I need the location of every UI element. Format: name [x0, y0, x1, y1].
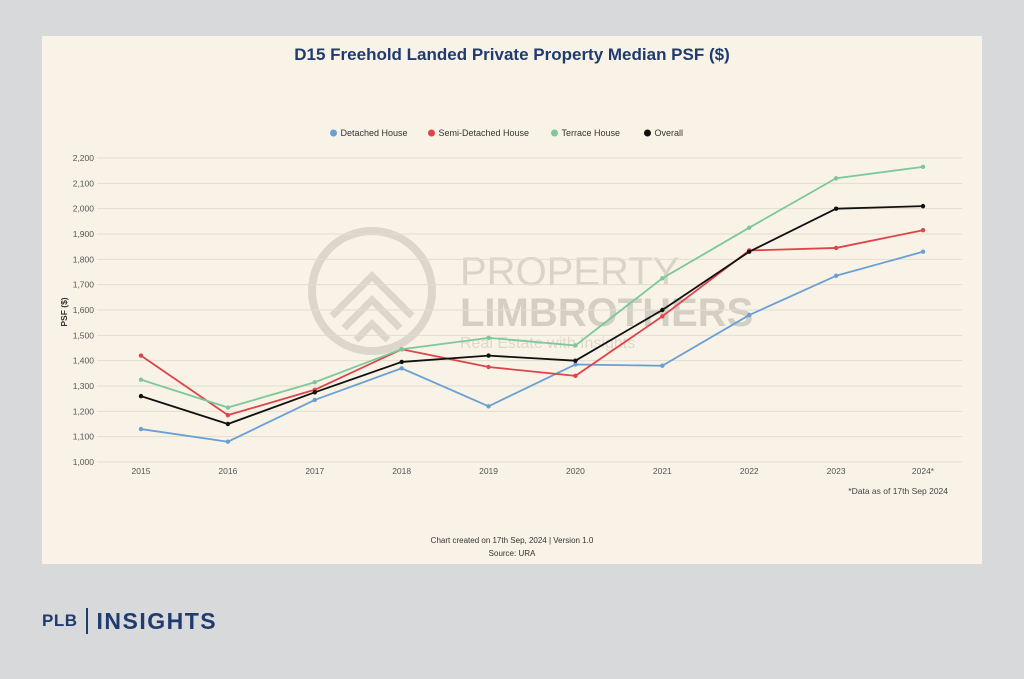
data-point	[486, 353, 491, 358]
data-point	[833, 176, 839, 181]
data-point	[225, 405, 231, 410]
y-tick-label: 1,400	[73, 356, 95, 366]
watermark-roof-icon	[329, 271, 415, 343]
data-point	[225, 412, 231, 418]
watermark-logo-icon	[308, 227, 436, 355]
data-point	[573, 343, 578, 348]
data-point	[312, 390, 317, 395]
data-point	[920, 203, 926, 209]
brand-right: INSIGHTS	[96, 607, 218, 634]
y-tick-label: 1,900	[73, 229, 95, 239]
series-line	[140, 250, 924, 443]
data-point	[138, 426, 144, 432]
x-tick-label: 2019	[479, 466, 498, 476]
chart-canvas: PROPERTY LIMBROTHERS Real Estate with In…	[59, 45, 962, 558]
data-point	[225, 421, 231, 427]
data-point	[833, 273, 839, 278]
x-tick-label: 2017	[305, 466, 324, 476]
x-tick-label: 2021	[653, 466, 672, 476]
y-axis-ticks: 1,000 1,100 1,200 1,300 1,400 1,500 1,600 1,700…	[73, 153, 95, 467]
data-point	[138, 393, 144, 399]
y-tick-label: 2,100	[73, 178, 95, 188]
data-point	[747, 249, 752, 254]
data-point	[312, 397, 317, 403]
brand-divider	[85, 608, 88, 634]
data-point	[660, 307, 665, 313]
footer-source: Source: URA	[489, 549, 536, 558]
y-axis-label: PSF ($)	[59, 297, 69, 326]
brand-left: PLB	[42, 611, 78, 630]
data-point	[312, 380, 317, 385]
legend-marker	[428, 129, 435, 137]
data-point	[486, 335, 491, 341]
y-tick-label: 1,700	[73, 280, 95, 290]
data-point	[660, 363, 665, 368]
legend-item: Overall	[644, 128, 683, 138]
legend-label: Overall	[655, 128, 684, 138]
legend-item: Detached House	[330, 128, 408, 138]
legend-marker	[330, 129, 337, 137]
data-point	[399, 347, 404, 352]
x-tick-label: 2015	[132, 466, 151, 476]
data-point	[833, 245, 839, 251]
data-point	[573, 362, 578, 367]
series-line	[140, 205, 924, 425]
series-line	[140, 229, 924, 417]
x-tick-label: 2020	[566, 466, 585, 476]
y-tick-label: 1,100	[73, 432, 95, 442]
x-axis-ticks: 2015 2016 2017 2018 2019 2020 2021 2022 2023 2024…	[132, 466, 935, 476]
chart-card: PROPERTY LIMBROTHERS Real Estate with In…	[42, 36, 982, 564]
y-tick-label: 1,000	[73, 457, 95, 467]
x-tick-label: 2022	[740, 466, 759, 476]
data-point	[920, 228, 926, 233]
data-point	[747, 312, 752, 318]
watermark: PROPERTY LIMBROTHERS Real Estate with In…	[308, 227, 753, 355]
legend-label: Semi-Detached House	[439, 128, 530, 138]
data-point	[660, 314, 665, 319]
y-tick-label: 1,300	[73, 381, 95, 391]
data-point	[138, 353, 144, 358]
watermark-line2: LIMBROTHERS	[460, 291, 753, 335]
data-point	[573, 373, 578, 379]
series-detached-house	[138, 249, 926, 444]
data-note: *Data as of 17th Sep 2024	[848, 486, 948, 496]
legend-label: Detached House	[341, 128, 408, 138]
y-tick-label: 1,200	[73, 406, 95, 416]
data-point	[573, 358, 578, 363]
y-tick-label: 2,000	[73, 204, 95, 214]
footer-created: Chart created on 17th Sep, 2024 | Versio…	[431, 536, 594, 545]
series-group	[138, 164, 926, 444]
data-point	[138, 377, 144, 382]
data-point	[833, 206, 839, 211]
watermark-line1: PROPERTY	[460, 250, 679, 294]
legend-marker	[644, 129, 651, 137]
y-tick-label: 2,200	[73, 153, 95, 163]
x-tick-label: 2016	[218, 466, 237, 476]
data-point	[486, 364, 491, 370]
legend-label: Terrace House	[562, 128, 621, 138]
y-tick-label: 1,800	[73, 254, 95, 264]
data-point	[486, 404, 491, 409]
legend-marker	[551, 129, 558, 137]
x-tick-label: 2018	[392, 466, 411, 476]
data-point	[920, 164, 926, 170]
data-point	[920, 249, 926, 254]
legend-item: Terrace House	[551, 128, 620, 138]
x-tick-label: 2023	[827, 466, 846, 476]
data-point	[399, 366, 404, 371]
x-tick-label: 2024*	[912, 466, 935, 476]
data-point	[747, 225, 752, 230]
data-point	[399, 359, 404, 365]
data-point	[225, 439, 231, 444]
data-point	[660, 276, 665, 281]
legend-item: Semi-Detached House	[428, 128, 529, 138]
chart-title: D15 Freehold Landed Private Property Med…	[294, 45, 730, 64]
series-terrace-house	[138, 164, 926, 410]
series-line	[140, 165, 924, 409]
y-tick-label: 1,600	[73, 305, 95, 315]
legend: Detached House Semi-Detached House Terrace…	[330, 128, 683, 138]
brand-logo: PLB INSIGHTS	[42, 607, 217, 635]
series-overall	[138, 203, 926, 427]
y-tick-label: 1,500	[73, 330, 95, 340]
